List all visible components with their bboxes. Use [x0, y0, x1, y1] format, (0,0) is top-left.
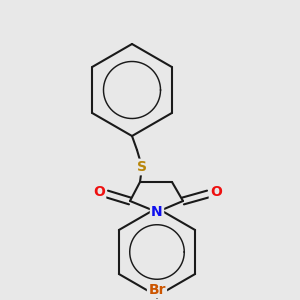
- Text: O: O: [93, 185, 105, 199]
- Text: O: O: [210, 185, 222, 199]
- Text: Br: Br: [148, 283, 166, 297]
- Text: S: S: [137, 160, 147, 174]
- Text: N: N: [151, 205, 163, 219]
